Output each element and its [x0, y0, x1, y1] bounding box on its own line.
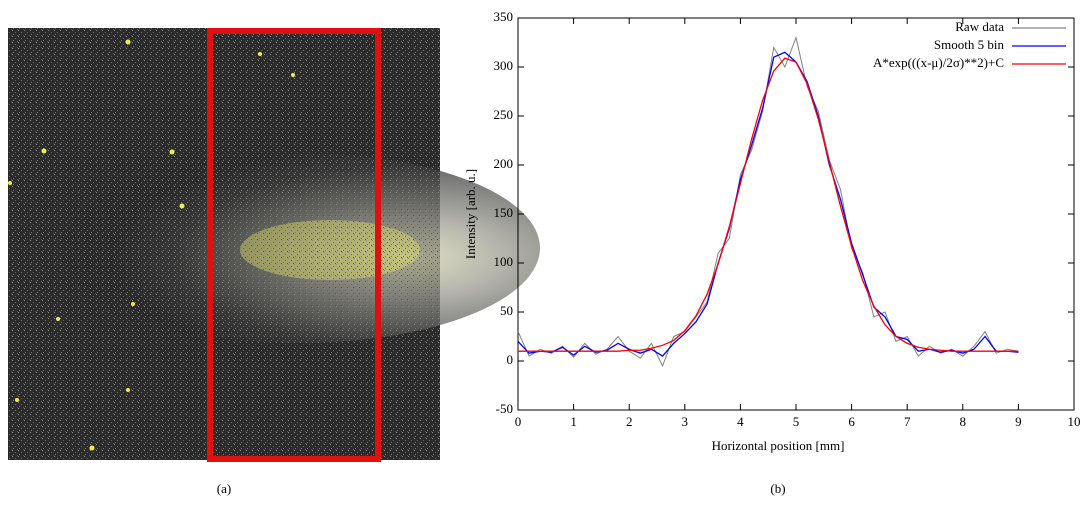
selection-box	[207, 28, 381, 462]
legend-label: A*exp(((x-μ)/2σ)**2)+C	[873, 55, 1004, 70]
y-tick-label: 250	[494, 107, 514, 122]
x-tick-label: 1	[570, 414, 577, 429]
series-line	[517, 51, 1019, 357]
y-tick-label: 350	[494, 9, 514, 24]
x-tick-label: 3	[682, 414, 689, 429]
series-line	[518, 57, 1019, 352]
x-tick-label: 5	[793, 414, 800, 429]
x-tick-label: 6	[848, 414, 855, 429]
x-tick-label: 0	[515, 414, 522, 429]
x-tick-label: 7	[904, 414, 911, 429]
legend-label: Raw data	[955, 19, 1004, 34]
x-tick-label: 2	[626, 414, 633, 429]
legend-label: Smooth 5 bin	[934, 37, 1005, 52]
camera-image	[8, 28, 540, 462]
y-tick-label: 0	[507, 352, 514, 367]
x-tick-label: 4	[737, 414, 744, 429]
y-tick-label: 50	[500, 303, 513, 318]
x-tick-label: 9	[1015, 414, 1022, 429]
y-axis-title: Intensity [arb. u.]	[463, 169, 478, 259]
y-tick-label: 300	[494, 58, 514, 73]
y-tick-label: 150	[494, 205, 514, 220]
x-tick-label: 8	[960, 414, 967, 429]
x-axis-title: Horizontal position [mm]	[712, 438, 845, 453]
y-tick-label: 100	[494, 254, 514, 269]
caption: (b)	[770, 481, 785, 496]
y-tick-label: 200	[494, 156, 514, 171]
caption: (a)	[217, 481, 231, 496]
y-tick-label: -50	[496, 401, 513, 416]
x-tick-label: 10	[1068, 414, 1081, 429]
